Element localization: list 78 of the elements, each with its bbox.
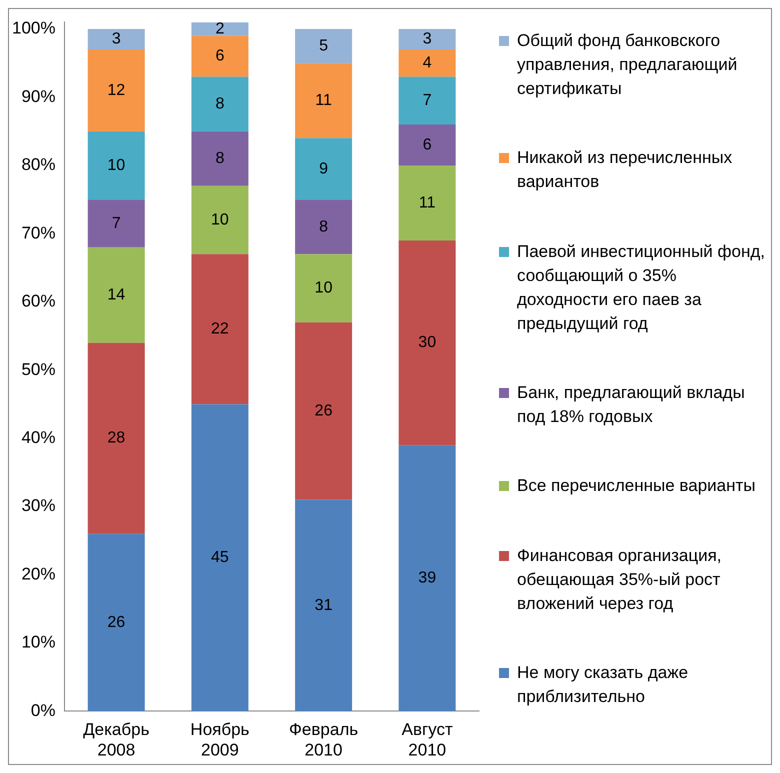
bar [191,404,248,712]
bar [398,49,456,77]
data-label: 8 [319,218,328,236]
bar [191,131,248,186]
data-label: 45 [211,549,229,566]
data-label: 31 [314,596,333,614]
y-tick-label: 10% [21,632,56,652]
y-tick-label: 40% [21,428,56,448]
bar [295,63,352,138]
legend-label: Никакой из перечисленных вариантов [517,147,734,194]
bar [295,138,352,200]
data-label: 14 [107,286,126,304]
data-label: 9 [319,160,328,178]
data-label: 6 [215,48,224,65]
data-label: 26 [314,402,333,420]
data-label: 10 [211,211,229,228]
y-tick-label: 70% [21,223,56,242]
bar [398,124,456,166]
y-tick-label: 100% [12,18,56,38]
x-tick-label: Декабрь 2008 [83,720,150,760]
bar [88,49,145,132]
bar [295,322,352,500]
bar [88,200,145,248]
data-label: 26 [107,614,126,631]
data-label: 22 [211,320,229,338]
data-label: 11 [418,194,436,212]
y-tick-label: 0% [30,700,56,720]
bar [398,240,456,446]
legend-label: Банк, предлагающий вклады под 18% годовых [517,382,746,428]
data-label: 4 [422,54,432,72]
bar [295,254,352,322]
bar [191,22,248,36]
y-tick-label: 60% [21,292,56,311]
data-label: 10 [314,280,333,297]
data-label: 2 [215,20,224,38]
bar [88,131,145,200]
data-label: 10 [107,156,126,174]
data-label: 30 [418,334,436,352]
data-label: 8 [215,150,224,168]
bar [88,342,145,534]
data-label: 3 [112,30,121,48]
data-label: 11 [315,92,332,110]
bar [191,76,248,132]
bar [295,500,352,712]
y-tick-label: 30% [21,496,56,516]
bar [398,29,456,50]
bar [191,254,248,404]
legend-label: Финансовая организация, обещающая 35%-ый рост вложений через год [517,544,723,615]
data-label: 3 [422,30,432,48]
bar [398,76,456,125]
bar [88,534,145,712]
legend-label: Все перечисленные варианты [517,475,756,498]
bar [398,165,456,240]
data-label: 6 [422,136,432,154]
bar [191,36,248,77]
bar [191,186,248,254]
bar [398,445,456,712]
data-label: 28 [107,430,126,447]
data-label: 39 [418,570,436,587]
legend-label: Не могу сказать даже приблизительно [517,662,690,708]
x-tick-label: Февраль 2010 [289,720,358,760]
x-tick-label: Ноябрь 2009 [190,720,250,760]
bar [295,29,352,64]
x-tick-label: Август 2010 [402,720,453,760]
y-tick-label: 50% [21,360,56,379]
data-label: 12 [107,82,126,99]
data-label: 7 [112,214,121,232]
data-label: 7 [422,92,432,110]
data-label: 8 [215,95,224,112]
legend-label: Паевой инвестиционный фонд, сообщающий о 35% доходности его паев за предыдущий год [517,240,765,335]
data-label: 5 [319,37,328,54]
legend-label: Общий фонд банковского управления, предлагающий сертификаты [517,30,738,100]
bar [88,247,145,343]
y-tick-label: 20% [21,564,56,584]
y-tick-label: 90% [21,86,56,106]
bar [88,29,145,50]
y-tick-label: 80% [21,155,56,174]
bar [295,200,352,254]
